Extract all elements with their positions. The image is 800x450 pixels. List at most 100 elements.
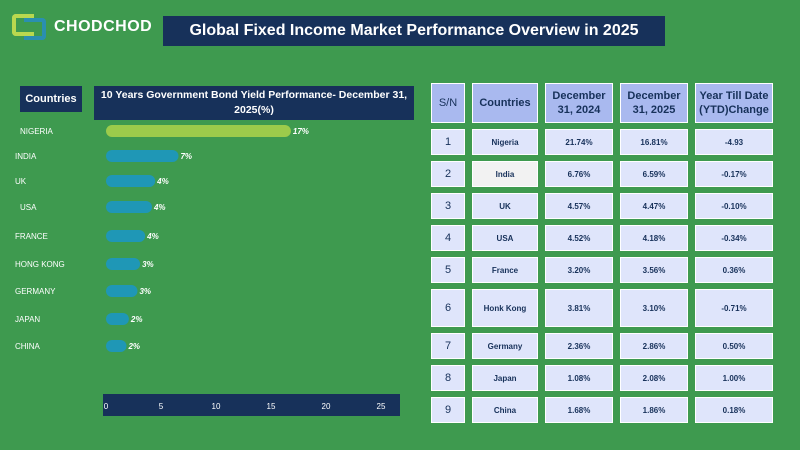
category-label: UK <box>15 177 27 186</box>
table-body: 1 Nigeria 21.74% 16.81% -4.93 2 India 6.76% 6.59… <box>431 129 773 423</box>
data-label: 4% <box>156 177 169 186</box>
cell-sn: 6 <box>431 289 465 327</box>
cell-country: Honk Kong <box>472 289 538 327</box>
cell-dec-2024: 2.36% <box>545 333 613 359</box>
cell-dec-2025: 1.86% <box>620 397 688 423</box>
data-label: 2% <box>130 315 143 324</box>
data-label: 17% <box>293 127 309 136</box>
table-row: 2 India 6.76% 6.59% -0.17% <box>431 161 773 187</box>
header-dec-2024: December 31, 2024 <box>545 83 613 123</box>
cell-sn: 9 <box>431 397 465 423</box>
chart-title: 10 Years Government Bond Yield Performan… <box>94 86 414 120</box>
cell-ytd-change: -0.71% <box>695 289 773 327</box>
category-label: NIGERIA <box>20 127 54 136</box>
table-row: 7 Germany 2.36% 2.86% 0.50% <box>431 333 773 359</box>
cell-ytd-change: -0.10% <box>695 193 773 219</box>
cell-sn: 5 <box>431 257 465 283</box>
cell-dec-2025: 3.10% <box>620 289 688 327</box>
table-row: 5 France 3.20% 3.56% 0.36% <box>431 257 773 283</box>
cell-ytd-change: -4.93 <box>695 129 773 155</box>
data-label: 7% <box>180 152 192 161</box>
cell-sn: 4 <box>431 225 465 251</box>
cell-ytd-change: 1.00% <box>695 365 773 391</box>
category-label: FRANCE <box>15 232 48 241</box>
cell-country: Germany <box>472 333 538 359</box>
bar <box>106 313 129 325</box>
table-row: 1 Nigeria 21.74% 16.81% -4.93 <box>431 129 773 155</box>
category-label: INDIA <box>15 152 37 161</box>
cell-dec-2025: 2.86% <box>620 333 688 359</box>
cell-dec-2025: 2.08% <box>620 365 688 391</box>
header-dec-2025: December 31, 2025 <box>620 83 688 123</box>
cell-ytd-change: 0.18% <box>695 397 773 423</box>
header-countries: Countries <box>472 83 538 123</box>
logo-mark-icon <box>12 14 50 40</box>
table-row: 8 Japan 1.08% 2.08% 1.00% <box>431 365 773 391</box>
brand-logo: CHODCHOD <box>12 14 152 40</box>
bar <box>106 285 138 297</box>
cell-dec-2024: 21.74% <box>545 129 613 155</box>
cell-dec-2025: 16.81% <box>620 129 688 155</box>
data-label: 3% <box>139 287 151 296</box>
cell-ytd-change: -0.17% <box>695 161 773 187</box>
cell-sn: 1 <box>431 129 465 155</box>
x-tick-label: 0 <box>104 402 109 411</box>
bar <box>106 175 156 187</box>
category-label: CHINA <box>15 342 41 351</box>
cell-ytd-change: -0.34% <box>695 225 773 251</box>
category-label: JAPAN <box>15 315 40 324</box>
cell-ytd-change: 0.50% <box>695 333 773 359</box>
cell-country: USA <box>472 225 538 251</box>
countries-header: Countries <box>20 86 82 112</box>
bar <box>106 340 127 352</box>
cell-country: India <box>472 161 538 187</box>
x-tick-label: 10 <box>212 402 221 411</box>
x-tick-label: 25 <box>377 402 386 411</box>
category-label: GERMANY <box>15 287 56 296</box>
cell-dec-2024: 1.08% <box>545 365 613 391</box>
bar <box>106 150 179 162</box>
category-label: HONG KONG <box>15 260 65 269</box>
cell-country: France <box>472 257 538 283</box>
cell-dec-2025: 6.59% <box>620 161 688 187</box>
cell-dec-2025: 4.18% <box>620 225 688 251</box>
data-label: 3% <box>142 260 154 269</box>
table-row: 6 Honk Kong 3.81% 3.10% -0.71% <box>431 289 773 327</box>
cell-dec-2024: 4.57% <box>545 193 613 219</box>
data-label: 4% <box>146 232 159 241</box>
bar <box>106 230 146 242</box>
cell-dec-2024: 3.20% <box>545 257 613 283</box>
cell-sn: 8 <box>431 365 465 391</box>
x-tick-label: 15 <box>267 402 276 411</box>
x-axis-band <box>103 394 400 416</box>
bar <box>106 125 291 137</box>
x-tick-label: 5 <box>159 402 164 411</box>
cell-country: Japan <box>472 365 538 391</box>
cell-dec-2024: 3.81% <box>545 289 613 327</box>
x-tick-label: 20 <box>322 402 331 411</box>
bond-yield-bar-chart: NIGERIA 17% INDIA 7% UK 4% USA 4% FRANCE 4% HONG K… <box>15 125 386 411</box>
cell-country: UK <box>472 193 538 219</box>
cell-sn: 3 <box>431 193 465 219</box>
cell-country: Nigeria <box>472 129 538 155</box>
cell-country: China <box>472 397 538 423</box>
cell-dec-2025: 4.47% <box>620 193 688 219</box>
cell-dec-2025: 3.56% <box>620 257 688 283</box>
data-label: 4% <box>153 203 166 212</box>
cell-sn: 2 <box>431 161 465 187</box>
data-label: 2% <box>127 342 140 351</box>
bar <box>106 201 152 213</box>
category-label: USA <box>20 203 37 212</box>
header-sn: S/N <box>431 83 465 123</box>
cell-ytd-change: 0.36% <box>695 257 773 283</box>
table-header-row: S/N Countries December 31, 2024 December… <box>431 83 773 123</box>
cell-dec-2024: 6.76% <box>545 161 613 187</box>
table-row: 9 China 1.68% 1.86% 0.18% <box>431 397 773 423</box>
cell-sn: 7 <box>431 333 465 359</box>
cell-dec-2024: 1.68% <box>545 397 613 423</box>
table-row: 3 UK 4.57% 4.47% -0.10% <box>431 193 773 219</box>
page-title: Global Fixed Income Market Performance O… <box>163 16 665 46</box>
header-ytd-change: Year Till Date (YTD)Change <box>695 83 773 123</box>
bar <box>106 258 141 270</box>
cell-dec-2024: 4.52% <box>545 225 613 251</box>
